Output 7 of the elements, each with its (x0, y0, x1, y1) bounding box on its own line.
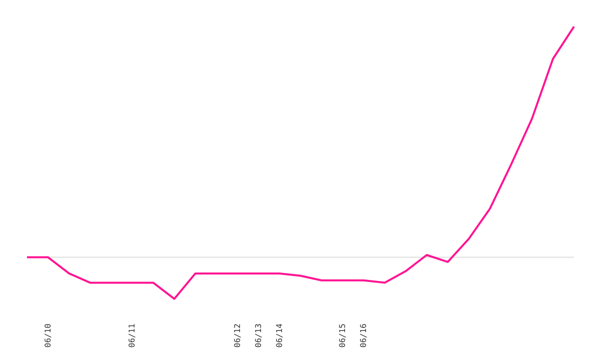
x-tick-label: 06/15 (338, 323, 348, 348)
x-tick-label: 06/14 (274, 323, 284, 348)
x-tick-label: 06/11 (128, 323, 137, 348)
x-tick-label: 06/13 (254, 323, 263, 348)
x-tick-label: 06/16 (359, 323, 368, 348)
x-tick-label: 06/12 (232, 323, 242, 348)
x-tick-label: 06/10 (44, 323, 53, 348)
